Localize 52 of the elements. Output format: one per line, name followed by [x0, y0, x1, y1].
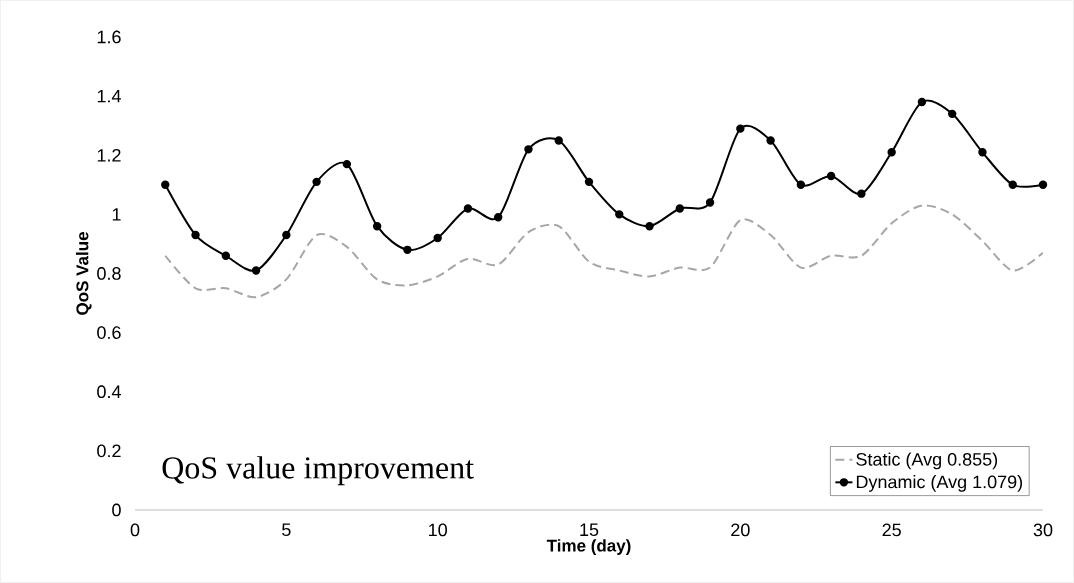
point: [1008, 180, 1017, 189]
point: [796, 180, 806, 189]
point: [312, 177, 321, 187]
point: [403, 245, 412, 255]
point: [191, 230, 200, 240]
y-tick-label: 1: [112, 208, 121, 221]
point: [161, 180, 170, 189]
line-series: [164, 204, 1043, 299]
point: [917, 97, 927, 107]
y-tick-label: 0.8: [97, 267, 121, 280]
point: [282, 230, 291, 240]
point: [433, 233, 442, 243]
point: [463, 204, 473, 213]
y-tick-label: 0.6: [97, 326, 121, 339]
point: [948, 109, 957, 119]
point: [554, 136, 563, 145]
point: [978, 148, 987, 157]
legend-label: Static (Avg 0.855): [856, 452, 998, 470]
x-tick-label: 25: [882, 523, 901, 537]
annotation: QoS value improvement: [162, 456, 474, 486]
x-tick-label: 10: [429, 523, 447, 537]
point: [675, 204, 684, 213]
point: [1038, 180, 1048, 189]
point: [251, 266, 261, 275]
x-tick-label: 20: [731, 523, 750, 537]
x-tick-label: 15: [580, 523, 599, 537]
y-tick-label: 0.2: [97, 444, 121, 458]
point: [645, 221, 654, 231]
point: [705, 198, 715, 207]
x-axis-title: Time (day): [546, 539, 631, 555]
y-tick-label: 0: [112, 503, 121, 517]
point: [372, 221, 382, 231]
x-tick-label: 30: [1033, 523, 1053, 537]
point: [615, 210, 624, 219]
legend-label: Dynamic (Avg 1.079): [856, 475, 1023, 492]
point: [221, 251, 231, 260]
y-tick-label: 1.2: [97, 148, 121, 162]
point: [524, 145, 533, 154]
y-tick-label: 1.4: [97, 89, 121, 103]
y-tick-label: 1.6: [97, 30, 121, 44]
point: [857, 189, 866, 198]
point: [584, 177, 594, 187]
x-tick-label: 5: [282, 523, 291, 537]
point: [342, 159, 352, 169]
point: [826, 171, 836, 181]
y-axis-title: QoS Value: [75, 232, 92, 315]
point: [887, 148, 896, 157]
x-tick-label: 0: [130, 523, 140, 537]
point: [736, 124, 745, 133]
y-tick-label: 0.4: [97, 385, 121, 399]
point: [766, 136, 775, 145]
point: [494, 213, 503, 222]
